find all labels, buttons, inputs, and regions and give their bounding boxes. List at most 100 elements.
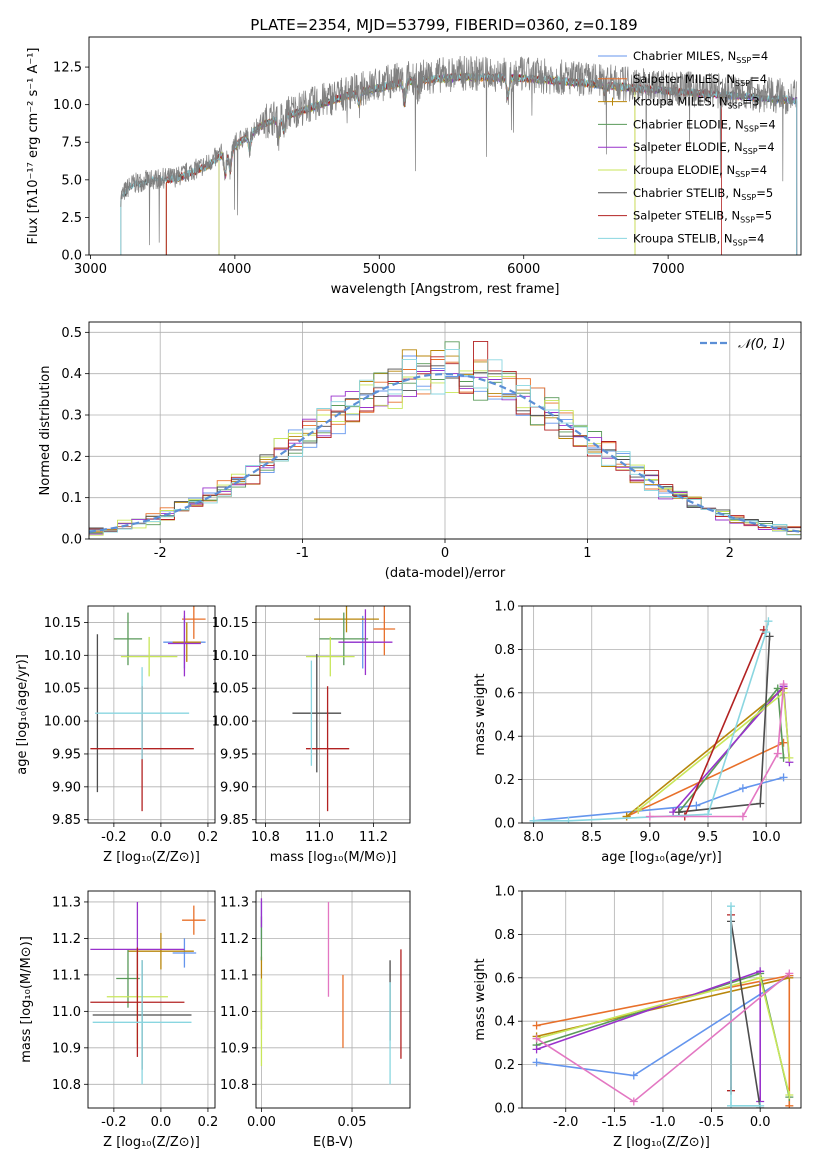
- mass-weight-marker: [773, 749, 782, 758]
- mass-weight-marker: [756, 973, 765, 982]
- mass-weight-vs-age-panel: 8.0 8.5 9.0 9.5 10.0 0.0 0.2 0.4 0.6 0.8 1.0 age [l…: [473, 600, 802, 865]
- y-tick-label: 10.9: [220, 1041, 249, 1056]
- mass-weight-line: [533, 621, 770, 822]
- plot-area: [89, 340, 801, 536]
- mass-weight-marker: [674, 808, 683, 817]
- y-tick-label: 10.0: [53, 98, 82, 113]
- x-tick-label: 0.0: [151, 1115, 172, 1130]
- x-tick-label: 6000: [507, 262, 540, 277]
- x-axis-label: age [log₁₀(age/yr)]: [601, 850, 722, 865]
- legend-subscript: SSP: [728, 102, 743, 111]
- plot-area: [90, 901, 206, 1085]
- mass-vs-metallicity-panel: -0.2 0.0 0.2 10.8 10.9 11.0 11.1 11.2 11.3 Z [log…: [19, 890, 219, 1150]
- plot-area: [120, 55, 798, 255]
- mass-weight-marker: [785, 969, 794, 978]
- x-axis-label: mass [log₁₀(M/M⊙)]: [270, 850, 397, 865]
- y-tick-label: 11.3: [220, 895, 249, 910]
- legend-label: Kroupa STELIB, NSSP=4: [633, 231, 764, 247]
- plot-area: [292, 606, 396, 812]
- axes-frame: [521, 890, 802, 1109]
- legend-label: Salpeter MILES, NSSP=4: [633, 72, 767, 88]
- y-axis-label: mass [log₁₀(M/M⊙)]: [19, 936, 34, 1063]
- legend-count: =4: [748, 231, 765, 245]
- legend-label: Chabrier MILES, NSSP=4: [633, 49, 768, 65]
- annotation-arrow-head: [760, 90, 768, 96]
- mass-weight-marker: [634, 805, 643, 814]
- x-axis-label: (data-model)/error: [385, 566, 506, 581]
- y-tick-label: 11.0: [220, 1005, 249, 1020]
- x-tick-label: 0.2: [198, 1115, 219, 1130]
- mass-weight-marker: [738, 812, 747, 821]
- x-tick-label: 10.0: [752, 830, 781, 845]
- mass-weight-marker: [785, 753, 794, 762]
- x-tick-label: 11.0: [305, 830, 334, 845]
- y-tick-label: 0.8: [494, 928, 515, 943]
- legend-subscript: SSP: [741, 193, 756, 202]
- x-tick-label: -0.2: [101, 1115, 126, 1130]
- legend-count: =5: [755, 209, 772, 223]
- age-vs-mass-panel: 10.8 11.0 11.2 9.85 9.90 9.95 10.00 10.05 10.10 1…: [212, 605, 411, 865]
- y-axis-label: mass weight: [473, 958, 488, 1040]
- legend-count: =4: [750, 72, 767, 86]
- observed-spectrum-line: [120, 55, 798, 246]
- model-line: [218, 71, 636, 255]
- x-tick-label: 4000: [218, 262, 251, 277]
- y-tick-label: 11.1: [220, 968, 249, 983]
- y-tick-label: 10.00: [44, 715, 81, 730]
- mass-weight-marker: [785, 1101, 794, 1108]
- legend-subscript: SSP: [743, 147, 758, 156]
- legend-label: Salpeter ELODIE, NSSP=4: [633, 140, 775, 156]
- y-axis-label: mass weight: [473, 673, 488, 755]
- y-tick-label: 0.2: [494, 773, 515, 788]
- mass-weight-line: [533, 776, 784, 822]
- y-axis-label: Flux [fλ10⁻¹⁷ erg cm⁻² s⁻¹ A⁻¹]: [26, 48, 41, 245]
- y-tick-label: 0.0: [494, 817, 515, 832]
- legend-count: =4: [751, 49, 768, 63]
- mass-weight-marker: [532, 1058, 541, 1067]
- y-tick-label: 0.5: [61, 326, 82, 341]
- legend-count: =3: [743, 95, 760, 109]
- mass-weight-marker: [738, 784, 747, 793]
- figure-title: PLATE=2354, MJD=53799, FIBERID=0360, z=0…: [250, 16, 637, 34]
- y-tick-label: 9.90: [220, 780, 249, 795]
- mass-weight-marker: [779, 680, 788, 689]
- mass-weight-marker: [622, 812, 631, 821]
- y-tick-label: 9.95: [220, 747, 249, 762]
- x-tick-label: 0.2: [198, 830, 219, 845]
- legend-subscript: SSP: [735, 170, 750, 179]
- y-tick-label: 7.5: [61, 136, 82, 151]
- x-tick-label: 1: [583, 546, 591, 561]
- legend-count: =4: [758, 140, 775, 154]
- mass-weight-line: [730, 921, 761, 1108]
- plot-area: [532, 902, 794, 1108]
- x-tick-label: 8.0: [523, 830, 544, 845]
- gaussian-curve: [89, 372, 801, 533]
- legend-count: =5: [756, 186, 773, 200]
- y-tick-label: 0.4: [61, 367, 82, 382]
- y-tick-label: 9.85: [52, 813, 81, 828]
- mass-weight-marker: [529, 816, 538, 823]
- x-tick-label: 0.0: [151, 830, 172, 845]
- y-tick-label: 9.85: [220, 813, 249, 828]
- plot-area: [260, 898, 402, 1085]
- y-tick-label: 10.05: [44, 682, 81, 697]
- x-tick-label: 9.0: [640, 830, 661, 845]
- y-tick-label: 9.90: [52, 780, 81, 795]
- y-tick-label: 0.1: [61, 491, 82, 506]
- legend-subscript: SSP: [733, 238, 748, 247]
- x-axis-label: Z [log₁₀(Z/Z⊙)]: [103, 1135, 200, 1150]
- axes-frame: [255, 890, 411, 1109]
- age-vs-metallicity-panel: -0.2 0.0 0.2 9.85 9.90 9.95 10.00 10.05 10.10 10.…: [15, 605, 219, 865]
- x-axis-label: Z [log₁₀(Z/Z⊙)]: [613, 1135, 710, 1150]
- y-tick-label: 11.1: [52, 968, 81, 983]
- plot-area: [90, 606, 206, 812]
- x-tick-label: -1: [296, 546, 309, 561]
- y-tick-label: 10.05: [212, 682, 249, 697]
- mass-weight-line: [684, 629, 765, 817]
- mass-weight-marker: [756, 799, 765, 808]
- y-tick-label: 0.2: [494, 1058, 515, 1073]
- legend-label: Salpeter STELIB, NSSP=5: [633, 209, 772, 225]
- legend-subscript: SSP: [736, 56, 751, 65]
- mass-weight-line: [536, 970, 761, 1102]
- x-tick-label: -0.5: [699, 1115, 724, 1130]
